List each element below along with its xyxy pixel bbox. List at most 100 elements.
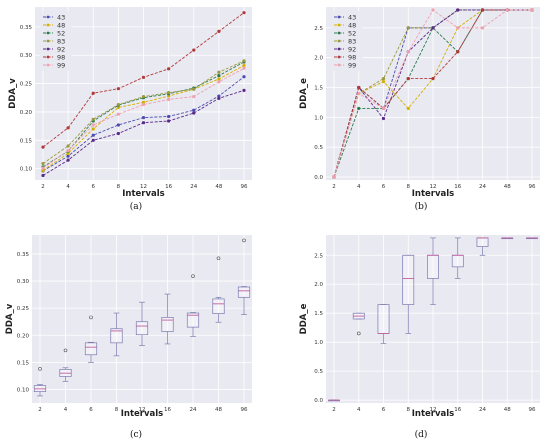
legend-marker-99 [46,63,50,67]
x-tick-label: 8 [115,407,119,413]
data-point-92 [116,131,120,136]
data-point-83 [381,76,386,81]
legend-entry-98: 98 [348,53,356,61]
data-point-83 [116,102,120,107]
x-tick-label: 12 [139,407,146,413]
data-point-98 [91,91,95,95]
data-point-99 [167,97,171,102]
x-tick-label: 16 [164,407,171,413]
data-point-48 [66,151,70,155]
legend-entry-83: 83 [57,37,65,45]
data-point-98 [242,11,246,15]
y-tick-label: 1.5 [314,311,323,317]
y-tick-label: 0.30 [17,279,30,285]
chart-panel-d: 0.00.51.01.52.02.52 4 6 8 12 16 24 48 96Interval… [299,235,540,419]
data-point-83 [217,70,221,74]
data-point-98 [41,145,45,149]
x-tick-label: 2 [41,184,45,190]
series-line-52 [42,61,245,168]
box-outlier [38,367,42,371]
data-point-43 [217,94,221,98]
box-outlier [191,274,195,278]
legend-entry-52: 52 [348,29,356,37]
data-point-98 [192,48,196,52]
x-tick-label: 6 [92,184,96,190]
data-point-43 [242,75,246,79]
x-tick-label: 12 [140,184,147,190]
legend-entry-43: 43 [57,13,65,21]
legend-entry-92: 92 [348,45,356,53]
legend-entry-99: 99 [57,61,65,69]
data-point-43 [167,114,171,119]
data-point-48 [381,79,386,84]
data-point-43 [66,154,70,158]
box-iqr [84,342,98,356]
box-iqr [377,304,390,334]
data-point-83 [41,161,45,166]
data-point-48 [167,94,171,98]
series-line-99 [42,67,245,169]
data-point-98 [66,126,70,130]
series-line-83 [333,9,532,178]
data-point-83 [406,26,410,30]
x-axis-label: Intervals [121,409,163,419]
panel-label-a: (a) [130,201,142,212]
legend-marker-83 [337,39,341,43]
x-tick-label: 96 [529,184,536,190]
y-axis-label: DDA_v [8,78,18,109]
chart-panel-c: 0.100.150.200.250.300.352 4 6 8 12 16 24 48 96In… [5,235,252,419]
legend-marker-48 [46,23,50,27]
data-point-83 [91,117,95,121]
data-point-48 [141,100,146,104]
x-axis-label: Intervals [412,189,454,199]
y-tick-label: 0.20 [20,110,33,116]
data-point-52 [217,74,221,78]
legend-entry-43: 43 [348,13,356,21]
x-tick-label: 12 [430,407,437,413]
data-point-98 [406,76,410,81]
x-tick-label: 16 [454,407,461,413]
y-axis-label: DDA_e [299,78,309,109]
x-tick-label: 4 [357,407,361,413]
data-point-92 [167,119,171,123]
panel-label-b: (b) [415,201,428,212]
y-tick-label: 0.0 [314,175,323,181]
data-point-83 [141,95,146,99]
box-outlier [356,331,361,336]
x-tick-label: 2 [38,407,42,413]
legend-entry-48: 48 [348,21,356,29]
data-point-83 [66,144,70,148]
x-tick-label: 4 [66,184,70,190]
data-point-99 [41,166,45,170]
data-point-92 [91,138,95,142]
x-tick-label: 12 [430,184,437,190]
y-tick-label: 0.10 [17,387,30,393]
data-point-83 [242,59,246,63]
legend-marker-98 [337,55,341,59]
y-tick-label: 0.35 [20,25,33,31]
data-point-83 [167,91,171,95]
data-point-99 [505,8,509,12]
series-line-98 [333,9,532,178]
legend-marker-52 [337,31,341,35]
x-tick-label: 8 [117,184,121,190]
data-point-98 [480,8,485,12]
data-point-48 [217,77,221,81]
x-tick-label: 16 [165,184,172,190]
box-iqr [186,312,200,328]
data-point-99 [192,95,196,99]
x-tick-label: 24 [479,184,486,190]
legend-entry-99: 99 [348,61,356,69]
x-tick-label: 48 [215,184,222,190]
data-point-83 [192,87,196,91]
data-point-92 [242,88,246,92]
x-tick-label: 8 [407,184,411,190]
y-tick-label: 0.5 [314,369,323,375]
x-tick-label: 8 [407,407,411,413]
box-iqr [476,237,489,247]
y-tick-label: 0.15 [20,138,33,144]
x-axis-label: Intervals [412,409,454,419]
panel-label-c: (c) [130,429,142,440]
data-point-48 [41,168,45,172]
box-iqr [212,298,225,314]
